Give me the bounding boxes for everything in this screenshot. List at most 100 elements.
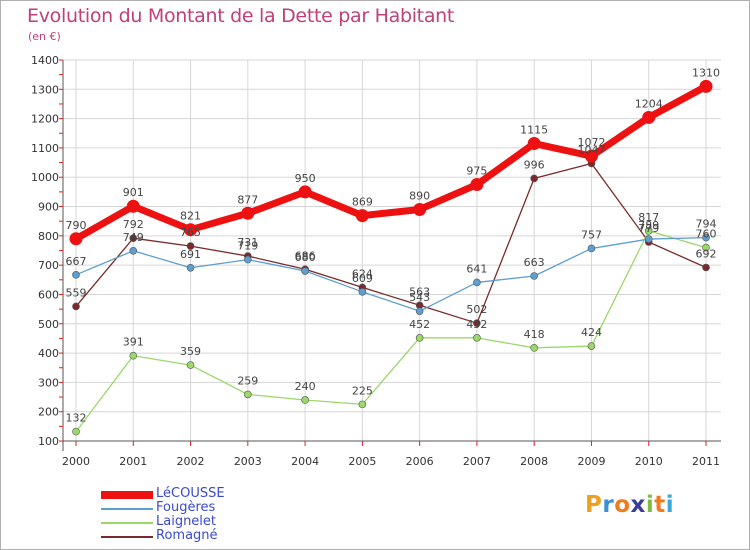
y-tick-label: 800 xyxy=(38,230,59,243)
y-tick-label: 200 xyxy=(38,406,59,419)
chart-title: Evolution du Montant de la Dette par Hab… xyxy=(27,5,455,27)
data-point xyxy=(415,334,424,342)
data-point xyxy=(587,244,596,253)
data-point xyxy=(702,243,710,252)
proxiti-logo: Proxiti xyxy=(585,492,674,518)
data-label: 502 xyxy=(466,303,487,316)
series-line-laignelet xyxy=(75,230,707,433)
data-point xyxy=(530,344,538,352)
data-label: 692 xyxy=(696,247,717,260)
x-tick-label: 2004 xyxy=(291,455,319,468)
data-label: 418 xyxy=(524,328,545,341)
data-label: 817 xyxy=(638,211,659,224)
data-label: 543 xyxy=(409,291,430,304)
x-tick-label: 2007 xyxy=(463,455,491,468)
y-tick-label: 700 xyxy=(38,259,59,272)
data-label: 1047 xyxy=(577,143,605,156)
data-point xyxy=(186,361,195,369)
data-point xyxy=(415,307,424,315)
data-point xyxy=(126,199,140,213)
data-label: 452 xyxy=(466,318,487,331)
legend-label: Romagné xyxy=(156,528,218,543)
x-tick-label: 2005 xyxy=(348,455,376,468)
logo-letter: i xyxy=(665,492,675,518)
y-tick-label: 600 xyxy=(38,288,59,301)
y-tick-label: 1200 xyxy=(31,113,59,126)
data-label: 559 xyxy=(66,286,87,299)
logo-letter: x xyxy=(630,492,646,518)
data-label: 719 xyxy=(237,240,258,253)
legend-label: Laignelet xyxy=(156,514,217,529)
data-point xyxy=(69,232,83,246)
data-point xyxy=(699,79,713,93)
x-tick-label: 2006 xyxy=(406,455,434,468)
legend-swatch xyxy=(101,536,153,538)
data-label: 359 xyxy=(180,345,201,358)
data-point xyxy=(470,178,484,192)
data-label: 779 xyxy=(638,222,659,235)
logo-letter: t xyxy=(654,492,666,518)
data-label: 890 xyxy=(409,189,430,202)
data-label: 950 xyxy=(295,172,316,185)
x-tick-label: 2011 xyxy=(692,455,720,468)
y-tick-label: 500 xyxy=(38,318,59,331)
y-tick-label: 900 xyxy=(38,201,59,214)
x-tick-label: 2009 xyxy=(577,455,605,468)
data-point xyxy=(358,288,367,296)
data-label: 240 xyxy=(295,380,316,393)
data-point xyxy=(186,242,195,250)
data-label: 680 xyxy=(295,251,316,264)
x-tick-label: 2010 xyxy=(635,455,663,468)
x-tick-label: 2002 xyxy=(177,455,205,468)
data-point xyxy=(129,246,138,255)
data-point xyxy=(530,174,538,183)
data-point xyxy=(241,206,255,220)
legend-swatch xyxy=(101,491,153,499)
data-point xyxy=(644,227,653,235)
series-line-fougères xyxy=(75,236,707,312)
data-label: 1115 xyxy=(520,124,548,137)
data-label: 789 xyxy=(638,219,659,232)
data-label: 794 xyxy=(696,218,717,231)
data-label: 132 xyxy=(66,412,87,425)
legend-swatch xyxy=(101,508,153,510)
data-point xyxy=(473,278,481,287)
data-point xyxy=(72,302,80,311)
chart-unit: (en €) xyxy=(28,30,61,43)
data-point xyxy=(301,267,309,275)
data-label: 757 xyxy=(581,228,602,241)
data-point xyxy=(244,390,252,399)
data-point xyxy=(413,202,427,216)
data-point xyxy=(473,334,481,342)
data-label: 749 xyxy=(123,231,144,244)
data-label: 452 xyxy=(409,318,430,331)
data-label: 821 xyxy=(180,210,201,223)
data-label: 996 xyxy=(524,158,545,171)
data-point xyxy=(184,223,198,237)
logo-letter: P xyxy=(585,492,603,518)
x-tick-label: 2008 xyxy=(520,455,548,468)
data-point xyxy=(584,149,598,163)
logo-letter: i xyxy=(645,492,655,518)
data-label: 731 xyxy=(237,236,258,249)
data-point xyxy=(244,255,252,264)
data-point xyxy=(527,137,541,151)
data-point xyxy=(129,351,138,360)
data-label: 765 xyxy=(180,226,201,239)
y-tick-label: 1300 xyxy=(31,83,59,96)
data-point xyxy=(587,342,596,350)
series-line-lécousse xyxy=(74,83,708,242)
data-point xyxy=(702,233,710,242)
data-label: 686 xyxy=(295,249,316,262)
data-point xyxy=(72,427,80,436)
legend-label: LéCOUSSE xyxy=(156,486,225,501)
y-tick-label: 400 xyxy=(38,347,59,360)
y-tick-label: 1400 xyxy=(31,54,59,67)
data-point xyxy=(129,234,138,242)
y-tick-label: 300 xyxy=(38,376,59,389)
y-tick-label: 100 xyxy=(38,435,59,448)
data-label: 624 xyxy=(352,267,373,280)
data-point xyxy=(72,271,80,279)
data-label: 877 xyxy=(237,193,258,206)
